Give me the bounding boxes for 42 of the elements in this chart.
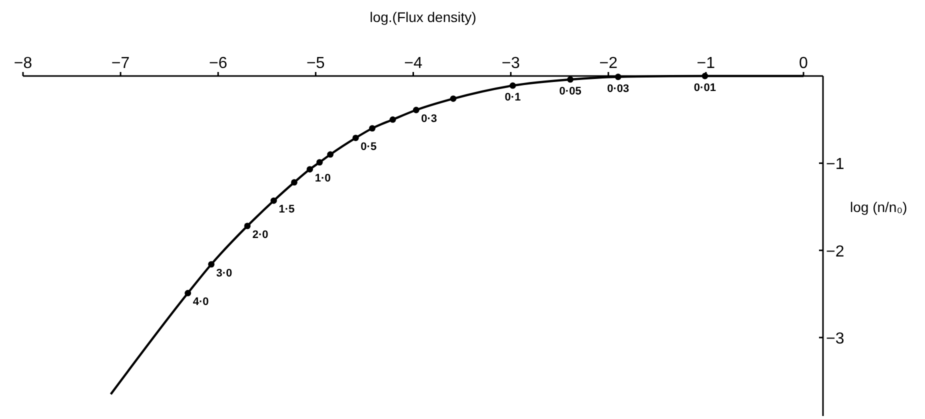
- x-tick-label: 0: [799, 55, 808, 72]
- annotation: 0·5: [360, 140, 377, 153]
- annotation: 1·0: [314, 172, 331, 184]
- point: [702, 72, 708, 80]
- y-tick-label: −3: [826, 330, 844, 348]
- annotation: 0·03: [607, 82, 630, 95]
- annotation: 3·0: [216, 267, 232, 280]
- x-tick-label: −1: [696, 55, 716, 72]
- point: [306, 166, 314, 172]
- point: [208, 261, 214, 268]
- annotation: 1·5: [278, 204, 295, 216]
- annotation: 4·0: [192, 296, 209, 308]
- x-tick-label: −2: [599, 55, 618, 72]
- annotation: 0·05: [559, 85, 582, 98]
- y-axis-title: log (n/n₀): [850, 198, 908, 215]
- annotation: 0·3: [421, 113, 438, 125]
- point: [614, 74, 622, 80]
- x-tick-label: −4: [404, 55, 422, 72]
- x-tick-label: −7: [111, 55, 130, 72]
- point: [390, 116, 396, 123]
- point: [270, 197, 277, 204]
- x-tick-label: −8: [14, 55, 32, 72]
- point: [291, 179, 298, 186]
- point: [450, 95, 456, 102]
- point: [244, 222, 251, 230]
- point: [369, 125, 376, 132]
- y-tick-label: −1: [826, 156, 844, 174]
- point: [327, 151, 334, 158]
- annotation: 0·01: [694, 82, 716, 94]
- point: [184, 290, 192, 296]
- annotation: 0·1: [504, 92, 521, 104]
- point: [510, 82, 516, 89]
- annotation: 2·0: [252, 228, 268, 241]
- point: [352, 134, 359, 142]
- point: [567, 76, 574, 83]
- x-tick-label: −5: [306, 55, 325, 72]
- x-tick-label: −6: [208, 55, 228, 72]
- y-tick-label: −2: [826, 243, 844, 260]
- point: [412, 106, 420, 114]
- point: [316, 159, 323, 166]
- x-axis-title: log.(Flux density): [370, 9, 476, 25]
- x-tick-label: −3: [502, 55, 520, 72]
